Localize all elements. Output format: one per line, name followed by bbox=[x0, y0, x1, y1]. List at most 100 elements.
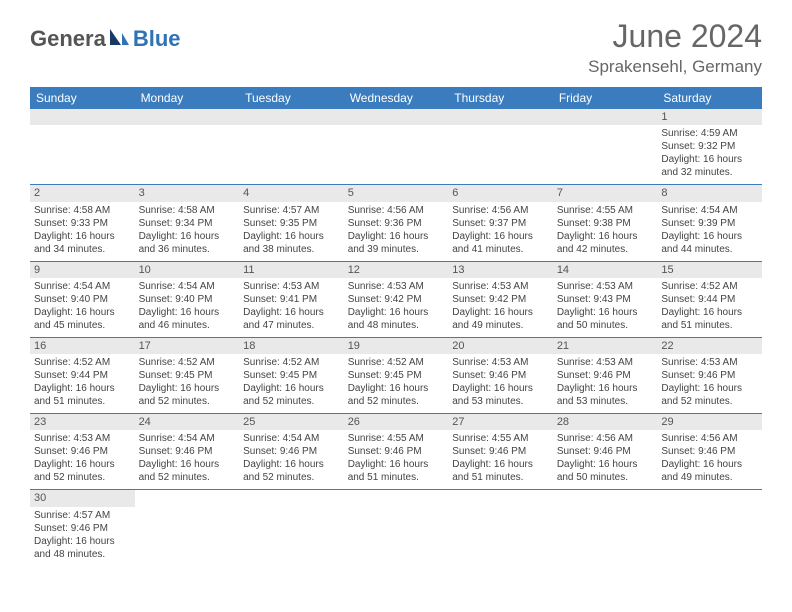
daylight-line: Daylight: 16 hours and 45 minutes. bbox=[34, 306, 131, 332]
calendar-cell: 23Sunrise: 4:53 AMSunset: 9:46 PMDayligh… bbox=[30, 414, 135, 490]
calendar-row: 2Sunrise: 4:58 AMSunset: 9:33 PMDaylight… bbox=[30, 185, 762, 261]
daylight-line: Daylight: 16 hours and 52 minutes. bbox=[661, 382, 758, 408]
daylight-line: Daylight: 16 hours and 52 minutes. bbox=[139, 458, 236, 484]
day-number: 28 bbox=[553, 414, 658, 430]
calendar-cell: 5Sunrise: 4:56 AMSunset: 9:36 PMDaylight… bbox=[344, 185, 449, 261]
day-number: 24 bbox=[135, 414, 240, 430]
sunset-line: Sunset: 9:39 PM bbox=[661, 217, 758, 230]
day-number: 15 bbox=[657, 262, 762, 278]
day-number: 20 bbox=[448, 338, 553, 354]
calendar-cell: 28Sunrise: 4:56 AMSunset: 9:46 PMDayligh… bbox=[553, 414, 658, 490]
daylight-line: Daylight: 16 hours and 50 minutes. bbox=[557, 306, 654, 332]
daylight-line: Daylight: 16 hours and 32 minutes. bbox=[661, 153, 758, 179]
calendar-cell: 9Sunrise: 4:54 AMSunset: 9:40 PMDaylight… bbox=[30, 261, 135, 337]
calendar-cell: 12 Sunrise: 4:53 AMSunset: 9:42 PMDayligh… bbox=[344, 261, 449, 337]
weekday-header: Thursday bbox=[448, 87, 553, 109]
sunset-line: Sunset: 9:45 PM bbox=[348, 369, 445, 382]
weekday-header: Tuesday bbox=[239, 87, 344, 109]
day-number: 21 bbox=[553, 338, 658, 354]
day-number: 9 bbox=[30, 262, 135, 278]
daylight-line: Daylight: 16 hours and 51 minutes. bbox=[34, 382, 131, 408]
sunrise-line: Sunrise: 4:55 AM bbox=[348, 432, 445, 445]
sunset-line: Sunset: 9:45 PM bbox=[139, 369, 236, 382]
calendar-table: SundayMondayTuesdayWednesdayThursdayFrid… bbox=[30, 87, 762, 566]
calendar-cell: 25Sunrise: 4:54 AMSunset: 9:46 PMDayligh… bbox=[239, 414, 344, 490]
daylight-line: Daylight: 16 hours and 49 minutes. bbox=[452, 306, 549, 332]
sunrise-line: Sunrise: 4:54 AM bbox=[243, 432, 340, 445]
calendar-cell: 8Sunrise: 4:54 AMSunset: 9:39 PMDaylight… bbox=[657, 185, 762, 261]
sunrise-line: Sunrise: 4:52 AM bbox=[139, 356, 236, 369]
sunrise-line: Sunrise: 4:53 AM bbox=[452, 280, 549, 293]
daylight-line: Daylight: 16 hours and 34 minutes. bbox=[34, 230, 131, 256]
sunset-line: Sunset: 9:32 PM bbox=[661, 140, 758, 153]
location-label: Sprakensehl, Germany bbox=[588, 57, 762, 77]
daylight-line: Daylight: 16 hours and 48 minutes. bbox=[348, 306, 445, 332]
calendar-cell bbox=[448, 490, 553, 566]
sunrise-line: Sunrise: 4:52 AM bbox=[243, 356, 340, 369]
calendar-cell bbox=[553, 109, 658, 185]
sunrise-line: Sunrise: 4:52 AM bbox=[348, 356, 445, 369]
daylight-line: Daylight: 16 hours and 39 minutes. bbox=[348, 230, 445, 256]
sunrise-line: Sunrise: 4:53 AM bbox=[661, 356, 758, 369]
sunset-line: Sunset: 9:46 PM bbox=[348, 445, 445, 458]
calendar-cell bbox=[553, 490, 658, 566]
sunrise-line: Sunrise: 4:54 AM bbox=[34, 280, 131, 293]
calendar-cell bbox=[239, 490, 344, 566]
calendar-cell: 3Sunrise: 4:58 AMSunset: 9:34 PMDaylight… bbox=[135, 185, 240, 261]
weekday-header: Wednesday bbox=[344, 87, 449, 109]
sunrise-line: Sunrise: 4:55 AM bbox=[452, 432, 549, 445]
daylight-line: Daylight: 16 hours and 38 minutes. bbox=[243, 230, 340, 256]
sunset-line: Sunset: 9:43 PM bbox=[557, 293, 654, 306]
calendar-cell: 22Sunrise: 4:53 AMSunset: 9:46 PMDayligh… bbox=[657, 337, 762, 413]
sunrise-line: Sunrise: 4:56 AM bbox=[557, 432, 654, 445]
sunrise-line: Sunrise: 4:52 AM bbox=[661, 280, 758, 293]
day-number: 2 bbox=[30, 185, 135, 201]
calendar-cell bbox=[344, 109, 449, 185]
day-number: 5 bbox=[344, 185, 449, 201]
logo-text-part1: Genera bbox=[30, 26, 106, 52]
title-block: June 2024 Sprakensehl, Germany bbox=[588, 18, 762, 77]
daylight-line: Daylight: 16 hours and 52 minutes. bbox=[243, 458, 340, 484]
calendar-cell: 24Sunrise: 4:54 AMSunset: 9:46 PMDayligh… bbox=[135, 414, 240, 490]
calendar-cell: 29Sunrise: 4:56 AMSunset: 9:46 PMDayligh… bbox=[657, 414, 762, 490]
calendar-cell: 30Sunrise: 4:57 AMSunset: 9:46 PMDayligh… bbox=[30, 490, 135, 566]
day-number: 25 bbox=[239, 414, 344, 430]
calendar-cell bbox=[344, 490, 449, 566]
day-number: 3 bbox=[135, 185, 240, 201]
daylight-line: Daylight: 16 hours and 46 minutes. bbox=[139, 306, 236, 332]
calendar-row: 23 Sunrise: 4:53 AM Sunset: 9:46 PM Dayligh… bbox=[30, 414, 762, 490]
calendar-cell bbox=[448, 109, 553, 185]
calendar-row: 1Sunrise: 4:59 AMSunset: 9:32 PMDaylight… bbox=[30, 109, 762, 185]
sunset-line: Sunset: 9:42 PM bbox=[348, 293, 445, 306]
day-number: 13 bbox=[448, 262, 553, 278]
calendar-cell: 26Sunrise: 4:55 AMSunset: 9:46 PMDayligh… bbox=[344, 414, 449, 490]
day-number: 23 bbox=[30, 414, 135, 430]
sunset-line: Sunset: 9:38 PM bbox=[557, 217, 654, 230]
day-number-empty bbox=[553, 109, 658, 125]
calendar-cell bbox=[135, 490, 240, 566]
sunrise-line: Sunrise: 4:57 AM bbox=[34, 509, 131, 522]
sunrise-line: Sunrise: 4:53 AM bbox=[557, 356, 654, 369]
sunrise-line: Sunrise: 4:54 AM bbox=[139, 280, 236, 293]
sunset-line: Sunset: 9:35 PM bbox=[243, 217, 340, 230]
sunrise-line: Sunrise: 4:58 AM bbox=[139, 204, 236, 217]
day-number: 11 bbox=[239, 262, 344, 278]
sunrise-line: Sunrise: 4:53 AM bbox=[34, 432, 131, 445]
day-number: 12 bbox=[344, 262, 449, 278]
calendar-cell: 16Sunrise: 4:52 AMSunset: 9:44 PMDayligh… bbox=[30, 337, 135, 413]
calendar-cell bbox=[239, 109, 344, 185]
day-number: 27 bbox=[448, 414, 553, 430]
daylight-line: Daylight: 16 hours and 52 minutes. bbox=[34, 458, 131, 484]
sunrise-line: Sunrise: 4:56 AM bbox=[661, 432, 758, 445]
calendar-cell: 11Sunrise: 4:53 AMSunset: 9:41 PMDayligh… bbox=[239, 261, 344, 337]
sunrise-line: Sunrise: 4:54 AM bbox=[661, 204, 758, 217]
day-number: 10 bbox=[135, 262, 240, 278]
sunset-line: Sunset: 9:46 PM bbox=[452, 445, 549, 458]
calendar-cell: 27Sunrise: 4:55 AMSunset: 9:46 PMDayligh… bbox=[448, 414, 553, 490]
daylight-line: Daylight: 16 hours and 36 minutes. bbox=[139, 230, 236, 256]
calendar-row: 30Sunrise: 4:57 AMSunset: 9:46 PMDayligh… bbox=[30, 490, 762, 566]
daylight-line: Daylight: 16 hours and 52 minutes. bbox=[139, 382, 236, 408]
day-number: 29 bbox=[657, 414, 762, 430]
daylight-line: Daylight: 16 hours and 51 minutes. bbox=[661, 306, 758, 332]
sunrise-line: Sunrise: 4:53 AM bbox=[348, 280, 445, 293]
